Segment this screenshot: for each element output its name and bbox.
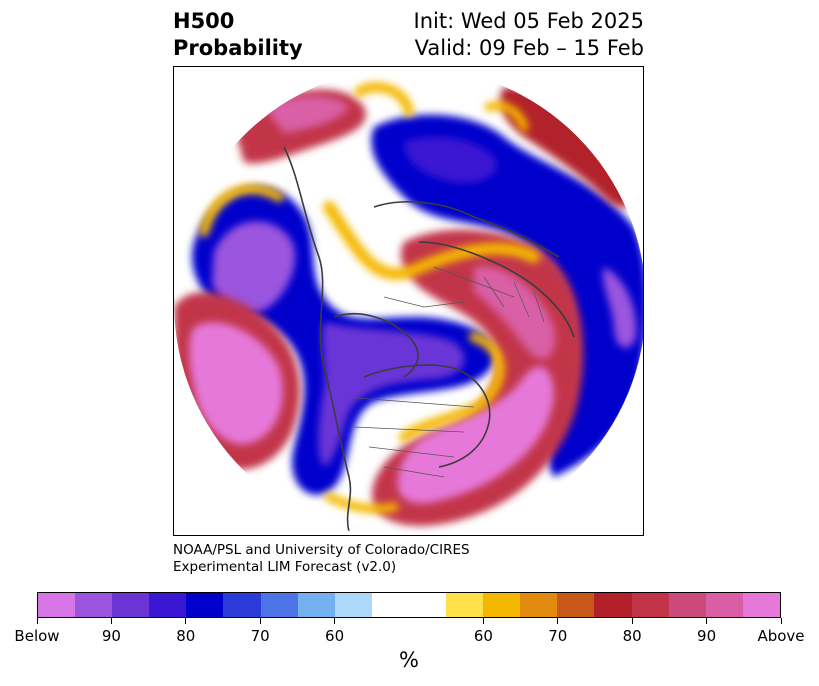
colorbar-tick-label: 60: [325, 627, 345, 645]
colorbar-segment: [742, 593, 780, 617]
colorbar-tick-label: 80: [176, 627, 196, 645]
credit-line-1: NOAA/PSL and University of Colorado/CIRE…: [173, 542, 470, 558]
title-product: Probability: [173, 36, 303, 60]
colorbar: [37, 592, 781, 618]
map-title: H500 Probability: [173, 8, 303, 62]
colorbar-segment: [446, 593, 484, 617]
colorbar-tick: [557, 618, 559, 624]
colorbar-tick-label: 60: [473, 627, 493, 645]
colorbar-tick: [482, 618, 484, 624]
colorbar-segment: [705, 593, 743, 617]
colorbar-tick-label: 70: [250, 627, 270, 645]
data-credit: NOAA/PSL and University of Colorado/CIRE…: [173, 542, 470, 576]
colorbar-tick-label: 90: [101, 627, 121, 645]
coastlines: [283, 86, 640, 533]
colorbar-segment: [75, 593, 113, 617]
colorbar-segment: [631, 593, 669, 617]
colorbar-tick: [334, 618, 336, 624]
hemisphere-map: [174, 67, 643, 535]
colorbar-units: %: [399, 648, 419, 672]
colorbar-tick: [185, 618, 187, 624]
colorbar-segment: [557, 593, 595, 617]
colorbar-tick: [110, 618, 112, 624]
colorbar-segment: [520, 593, 558, 617]
probability-field: [174, 67, 643, 535]
colorbar-segment: [297, 593, 335, 617]
valid-range: Valid: 09 Feb – 15 Feb: [414, 36, 644, 60]
colorbar-segment: [668, 593, 706, 617]
colorbar-tick-label: Above: [757, 627, 805, 645]
colorbar-segment: [149, 593, 187, 617]
colorbar-tick: [706, 618, 708, 624]
colorbar-tick-label: Below: [14, 627, 60, 645]
colorbar-tick: [259, 618, 261, 624]
colorbar-segment: [334, 593, 372, 617]
colorbar-segment: [38, 593, 76, 617]
colorbar-tick-label: 90: [697, 627, 717, 645]
colorbar-tick-label: 80: [622, 627, 642, 645]
colorbar-tick: [36, 618, 38, 624]
colorbar-segment: [223, 593, 261, 617]
colorbar-segment: [594, 593, 632, 617]
borders: [343, 266, 545, 478]
colorbar-segment: [371, 593, 447, 617]
colorbar-tick: [631, 618, 633, 624]
colorbar-tick: [780, 618, 782, 624]
colorbar-segment: [483, 593, 521, 617]
colorbar-tick-label: 70: [548, 627, 568, 645]
colorbar-segment: [186, 593, 224, 617]
colorbar-segment: [260, 593, 298, 617]
init-date: Init: Wed 05 Feb 2025: [413, 9, 644, 33]
credit-line-2: Experimental LIM Forecast (v2.0): [173, 559, 397, 575]
colorbar-segment: [112, 593, 150, 617]
map-panel: [173, 66, 644, 536]
title-variable: H500: [173, 9, 235, 33]
forecast-dates: Init: Wed 05 Feb 2025 Valid: 09 Feb – 15…: [414, 8, 644, 62]
